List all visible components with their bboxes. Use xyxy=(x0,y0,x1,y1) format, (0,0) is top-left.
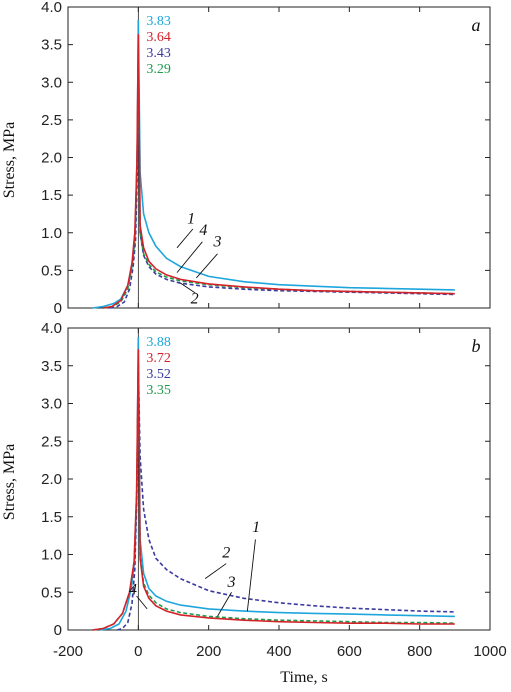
series-line-1 xyxy=(99,337,455,631)
curve-number-label: 3 xyxy=(212,233,221,250)
y-tick-label: 2.0 xyxy=(41,150,62,167)
curve-number-label: 4 xyxy=(129,582,137,599)
curve-number-label: 2 xyxy=(222,545,230,562)
x-tick-label: 200 xyxy=(196,643,221,660)
x-tick-label: 800 xyxy=(407,643,432,660)
y-tick-label: 0.5 xyxy=(41,584,62,601)
curve-leader-line xyxy=(246,539,256,612)
y-tick-label: 3.5 xyxy=(41,358,62,375)
panel-letter: b xyxy=(472,336,481,356)
peak-value-label: 3.29 xyxy=(146,62,171,77)
y-tick-label: 4.0 xyxy=(41,320,62,337)
curve-number-label: 2 xyxy=(191,290,199,307)
y-tick-label: 3.0 xyxy=(41,396,62,413)
peak-value-label: 3.83 xyxy=(146,14,171,29)
y-tick-label: 3.0 xyxy=(41,74,62,91)
series-line-2 xyxy=(110,49,455,309)
peak-value-label: 3.52 xyxy=(146,367,171,382)
x-axis-tick-labels: -200 0 200 400 600 800 1000 xyxy=(53,643,507,660)
curve-leader-line xyxy=(136,595,148,610)
curve-leader-line xyxy=(180,282,196,294)
curve-leader-line xyxy=(217,592,232,617)
panel-letter: a xyxy=(472,15,481,35)
y-tick-label: 1.5 xyxy=(41,509,62,526)
curve-leader-line xyxy=(176,241,203,273)
y-tick-label: 2.5 xyxy=(41,433,62,450)
y-tick-label: 0 xyxy=(54,622,62,639)
x-tick-label: 1000 xyxy=(473,643,506,660)
curve-number-label: 1 xyxy=(252,519,260,536)
y-tick-label: 3.5 xyxy=(41,37,62,54)
y-tick-label: 4.0 xyxy=(41,0,62,16)
curve-leader-line xyxy=(196,253,218,279)
curve-number-label: 4 xyxy=(199,222,207,239)
y-axis-label-panel-b: Stress, MPa xyxy=(1,444,18,520)
y-tick-label: 0 xyxy=(54,300,62,317)
x-tick-label: -200 xyxy=(53,643,83,660)
x-axis-label: Time, s xyxy=(280,669,327,686)
y-axis-label-panel-a: Stress, MPa xyxy=(1,122,18,198)
x-tick-label: 600 xyxy=(337,643,362,660)
peak-value-label: 3.72 xyxy=(146,351,171,366)
x-tick-label: 400 xyxy=(266,643,291,660)
y-tick-label: 1.0 xyxy=(41,547,62,564)
y-tick-label: 2.5 xyxy=(41,112,62,129)
panel-b: 0 0.5 1.0 1.5 2.0 2.5 3.0 3.5 4.0 3.883.723.523.3… xyxy=(41,320,491,639)
peak-value-label: 3.88 xyxy=(146,335,171,350)
panel-a: 0 0.5 1.0 1.5 2.0 2.5 3.0 3.5 4.0 3.833.643.433.2… xyxy=(41,0,491,317)
y-tick-label: 0.5 xyxy=(41,262,62,279)
curve-leader-line xyxy=(204,563,227,580)
y-tick-label: 1.0 xyxy=(41,225,62,242)
y-tick-label: 1.5 xyxy=(41,187,62,204)
series-line-3 xyxy=(103,60,455,309)
peak-value-label: 3.43 xyxy=(146,46,171,61)
y-tick-label: 2.0 xyxy=(41,471,62,488)
curve-leader-line xyxy=(176,228,194,249)
peak-value-label: 3.64 xyxy=(146,30,171,45)
peak-value-label: 3.35 xyxy=(146,383,171,398)
series-line-4 xyxy=(103,34,455,309)
x-tick-label: 0 xyxy=(134,643,142,660)
series-line-4 xyxy=(92,349,455,631)
curve-number-label: 3 xyxy=(227,574,236,591)
curve-number-label: 1 xyxy=(187,211,195,228)
series-line-2 xyxy=(116,364,455,631)
